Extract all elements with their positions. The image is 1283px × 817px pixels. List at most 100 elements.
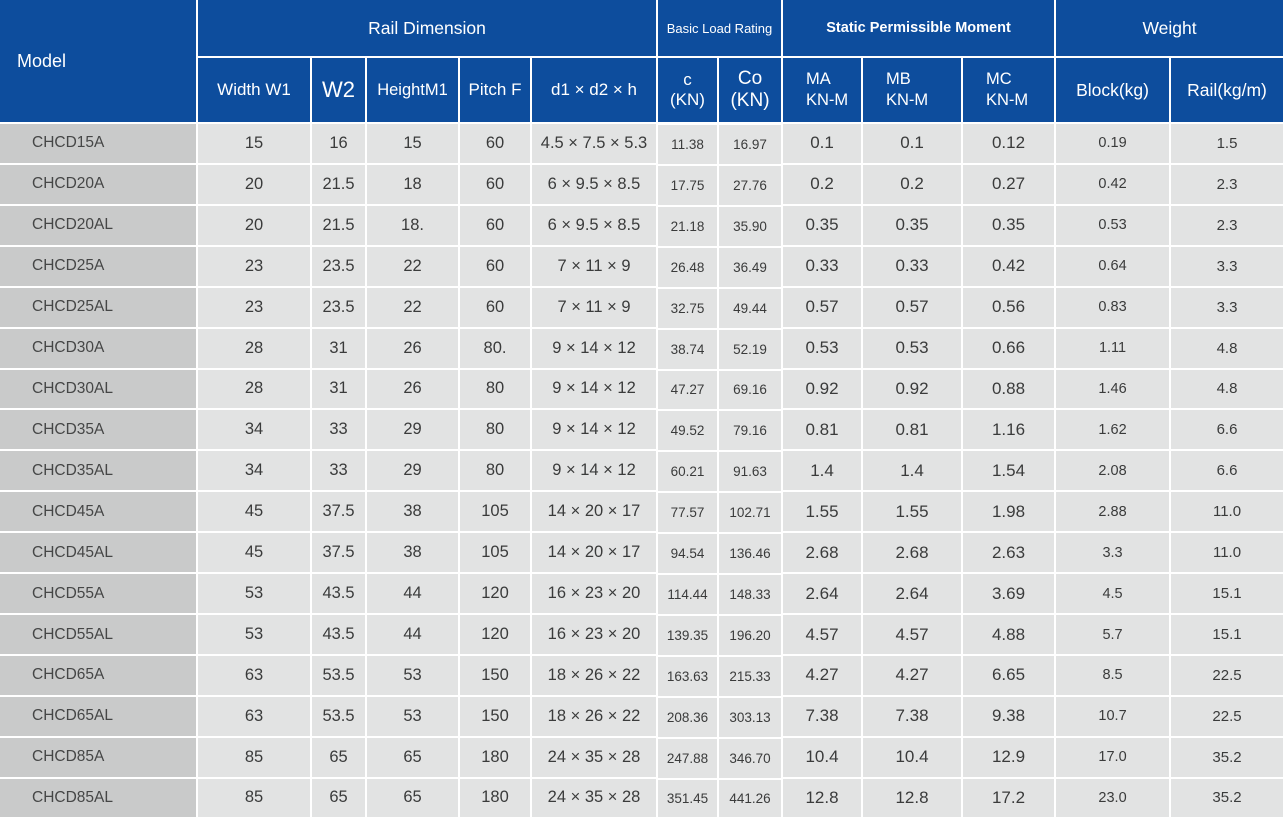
table-row: CHCD55AL 53 43.5 44 120 16 × 23 × 20 139.35 196…: [0, 614, 1283, 657]
w1-cell: 63: [197, 695, 312, 738]
ma-cell: 12.8: [782, 777, 864, 817]
co-cell: 49.44: [718, 287, 784, 330]
model-cell: CHCD45A: [0, 491, 198, 534]
mb-cell: 0.2: [862, 163, 964, 206]
height-cell: 26: [366, 368, 460, 411]
ma-cell: 7.38: [782, 695, 864, 738]
table-row: CHCD35AL 34 33 29 80 9 × 14 × 12 60.21 91.63 1.4…: [0, 450, 1283, 494]
block-cell: 17.0: [1055, 736, 1172, 779]
header-sub-row: Width W1 W2 HeightM1 Pitch F d1 × d2 × h…: [0, 57, 1283, 124]
co-cell: 52.19: [718, 328, 784, 371]
rail-cell: 6.6: [1170, 409, 1283, 452]
table-row: CHCD85AL 85 65 65 180 24 × 35 × 28 351.45 441.2…: [0, 777, 1283, 817]
w2-cell: 43.5: [311, 573, 367, 616]
w1-cell: 23: [197, 286, 312, 329]
rail-cell: 3.3: [1170, 245, 1283, 288]
c-cell: 49.52: [657, 410, 719, 453]
pitch-cell: 60: [459, 204, 532, 247]
model-cell: CHCD20AL: [0, 204, 198, 247]
model-cell: CHCD35A: [0, 409, 198, 452]
rail-cell: 2.3: [1170, 204, 1283, 247]
ma-header: MA KN-M: [782, 57, 864, 124]
block-cell: 4.5: [1055, 573, 1172, 616]
c-cell: 351.45: [657, 778, 719, 817]
w1-cell: 45: [197, 532, 312, 575]
mc-cell: 0.27: [962, 163, 1057, 206]
table-row: CHCD30AL 28 31 26 80 9 × 14 × 12 47.27 69.16 0.9…: [0, 368, 1283, 412]
rail-cell: 11.0: [1170, 532, 1283, 575]
mb-cell: 0.53: [862, 327, 964, 370]
pitch-cell: 150: [459, 695, 532, 738]
model-cell: CHCD55AL: [0, 614, 198, 656]
model-cell: CHCD25A: [0, 245, 198, 288]
mb-cell: 7.38: [862, 695, 964, 738]
block-cell: 0.19: [1055, 123, 1172, 165]
mb-cell: 0.92: [862, 368, 964, 411]
rail-cell: 22.5: [1170, 654, 1283, 697]
w1-cell: 28: [197, 368, 312, 411]
ma-cell: 4.27: [782, 654, 864, 697]
w2-cell: 23.5: [311, 245, 367, 288]
mc-cell: 4.88: [962, 614, 1057, 656]
pitch-cell: 80: [459, 368, 532, 411]
mb-cell: 0.1: [862, 123, 964, 165]
w1-cell: 28: [197, 327, 312, 370]
mb-cell: 1.55: [862, 491, 964, 534]
pitch-cell: 80: [459, 409, 532, 452]
pitch-cell: 60: [459, 286, 532, 329]
block-cell: 0.64: [1055, 245, 1172, 288]
model-cell: CHCD45AL: [0, 532, 198, 575]
model-cell: CHCD30AL: [0, 368, 198, 411]
block-cell: 3.3: [1055, 532, 1172, 575]
w2-cell: 65: [311, 777, 367, 817]
ma-cell: 0.33: [782, 245, 864, 288]
d-cell: 24 × 35 × 28: [531, 736, 658, 779]
table-header: Model Rail Dimension Basic Load Rating S…: [0, 0, 1283, 124]
rail-cell: 2.3: [1170, 163, 1283, 206]
mb-cell: 2.68: [862, 532, 964, 575]
basic-load-rating-group-header: Basic Load Rating: [657, 0, 784, 58]
rail-cell: 1.5: [1170, 123, 1283, 165]
block-cell: 2.88: [1055, 491, 1172, 534]
rail-cell: 6.6: [1170, 450, 1283, 493]
mc-header: MC KN-M: [962, 57, 1057, 124]
ma-cell: 2.68: [782, 532, 864, 575]
c-cell: 247.88: [657, 737, 719, 780]
table-body: CHCD15A 15 16 15 60 4.5 × 7.5 × 5.3 11.38 16.97…: [0, 123, 1283, 817]
mb-cell: 0.35: [862, 204, 964, 247]
table-row: CHCD45A 45 37.5 38 105 14 × 20 × 17 77.57 102.7…: [0, 491, 1283, 535]
co-cell: 196.20: [718, 615, 784, 657]
d-cell: 7 × 11 × 9: [531, 286, 658, 329]
rail-cell: 15.1: [1170, 614, 1283, 656]
height-cell: 18.: [366, 204, 460, 247]
model-cell: CHCD85A: [0, 736, 198, 779]
block-cell: 1.62: [1055, 409, 1172, 452]
height-cell: 38: [366, 491, 460, 534]
d1-d2-h-header: d1 × d2 × h: [531, 57, 658, 124]
w2-cell: 53.5: [311, 695, 367, 738]
table-row: CHCD65AL 63 53.5 53 150 18 × 26 × 22 208.36 303…: [0, 695, 1283, 739]
co-cell: 346.70: [718, 737, 784, 780]
w1-cell: 53: [197, 614, 312, 656]
w2-cell: 37.5: [311, 491, 367, 534]
height-cell: 26: [366, 327, 460, 370]
c-cell: 77.57: [657, 492, 719, 535]
mb-header: MB KN-M: [862, 57, 964, 124]
ma-cell: 0.35: [782, 204, 864, 247]
w2-cell: 33: [311, 409, 367, 452]
model-cell: CHCD65A: [0, 654, 198, 697]
ma-cell: 0.1: [782, 123, 864, 165]
table-row: CHCD65A 63 53.5 53 150 18 × 26 × 22 163.63 215.…: [0, 654, 1283, 698]
co-cell: 102.71: [718, 492, 784, 535]
block-cell: 0.42: [1055, 163, 1172, 206]
d-cell: 16 × 23 × 20: [531, 614, 658, 656]
co-cell: 69.16: [718, 369, 784, 412]
d-cell: 9 × 14 × 12: [531, 368, 658, 411]
block-cell: 8.5: [1055, 654, 1172, 697]
header-group-row: Model Rail Dimension Basic Load Rating S…: [0, 0, 1283, 124]
co-kn-header: Co (KN): [718, 57, 784, 124]
pitch-cell: 60: [459, 245, 532, 288]
mc-cell: 0.56: [962, 286, 1057, 329]
mc-cell: 17.2: [962, 777, 1057, 817]
